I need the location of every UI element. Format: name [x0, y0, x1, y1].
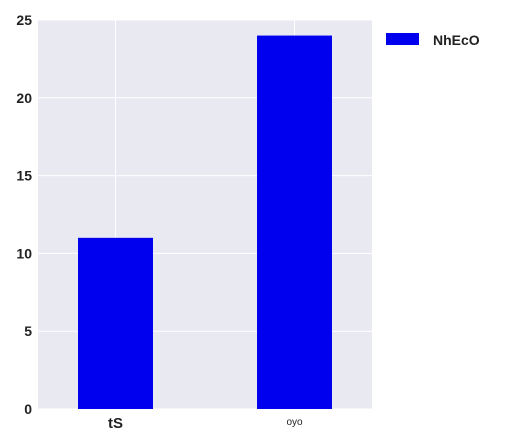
bars [78, 35, 332, 410]
bar-oyo [257, 35, 332, 410]
y-tick-label: 5 [24, 323, 32, 339]
y-tick-label: 20 [16, 90, 32, 106]
y-axis-ticks: 0 5 10 15 20 25 [16, 12, 32, 417]
y-tick-label: 10 [16, 245, 32, 261]
legend-swatch [386, 33, 419, 45]
legend: NhEcO [386, 32, 480, 48]
y-tick-label: 15 [16, 168, 32, 184]
y-tick-label: 0 [24, 401, 32, 417]
bar-tS [78, 237, 153, 409]
x-axis-ticks: tS oyo [108, 415, 303, 432]
legend-label: NhEcO [433, 32, 480, 48]
x-tick-label: tS [108, 415, 123, 432]
y-tick-label: 25 [16, 12, 32, 28]
x-tick-label: oyo [286, 417, 303, 428]
